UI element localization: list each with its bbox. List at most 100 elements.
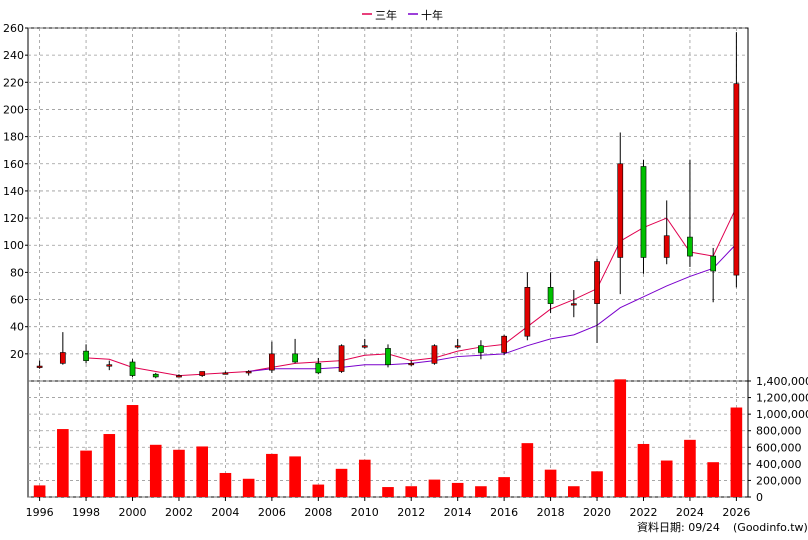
x-tick-label: 2000 (119, 506, 147, 519)
price-y-tick-label: 220 (3, 76, 24, 89)
candle-2010 (361, 338, 368, 349)
price-y-tick-label: 180 (3, 131, 24, 144)
source-label: (Goodinfo.tw) (733, 521, 808, 534)
volume-bar-1996 (33, 485, 46, 497)
volume-bar-2023 (660, 460, 673, 497)
candle-body (431, 345, 438, 364)
volume-bar-2018 (544, 469, 557, 497)
volume-bar-2005 (242, 478, 255, 497)
candle-body (524, 287, 531, 337)
legend-label-十年: 十年 (421, 8, 443, 22)
candle-2015 (478, 340, 484, 360)
candle-2022 (640, 159, 647, 274)
legend: 三年 十年 (362, 8, 443, 22)
volume-bar-2004 (219, 472, 232, 497)
x-tick-label: 2014 (444, 506, 472, 519)
candle-body (733, 83, 740, 276)
legend-label-三年: 三年 (375, 8, 397, 22)
volume-y-tick-label: 800,000 (756, 425, 802, 438)
candle-body (617, 163, 624, 258)
price-y-tick-label: 120 (3, 212, 24, 225)
candle-body (83, 350, 89, 361)
candle-body (269, 353, 275, 371)
candle-body (385, 348, 391, 366)
volume-panel: 0 200,000 400,000 600,000 800,000 1,000,000 1,… (27, 375, 808, 504)
candle-body (59, 352, 66, 364)
candle-2012 (408, 360, 415, 367)
volume-bar-2000 (126, 405, 139, 497)
volume-bar-2007 (289, 456, 301, 497)
data-date-label: 資料日期: 09/24 (637, 520, 720, 534)
candle-2019 (570, 290, 577, 318)
candle-2001 (152, 372, 159, 379)
candle-body (361, 345, 368, 348)
candle-2004 (222, 371, 229, 375)
candle-body (570, 303, 577, 306)
candle-1998 (83, 344, 89, 364)
x-tick-label: 2020 (583, 506, 611, 519)
volume-y-tick-label: 1,400,000 (756, 375, 808, 388)
price-y-tick-label: 40 (10, 321, 24, 334)
volume-bar-2016 (498, 477, 510, 497)
price-y-tick-label: 260 (3, 22, 24, 35)
candle-2024 (687, 159, 693, 267)
candle-body (338, 345, 345, 372)
x-tick-label: 2010 (351, 506, 379, 519)
candle-body (36, 365, 43, 368)
candle-1997 (59, 332, 66, 365)
volume-bar-2022 (637, 443, 650, 497)
candle-2013 (431, 344, 438, 365)
volume-bar-2009 (335, 468, 348, 497)
volume-bar-2025 (707, 462, 719, 497)
candle-body (176, 375, 182, 378)
candle-2009 (338, 344, 345, 373)
candle-2025 (710, 247, 717, 303)
volume-bar-2024 (684, 439, 696, 497)
candle-body (640, 166, 647, 258)
volume-bar-1999 (103, 434, 116, 497)
candle-2008 (315, 357, 322, 375)
x-tick-label: 1998 (72, 506, 100, 519)
candle-2014 (454, 338, 461, 349)
x-tick-label: 2026 (722, 506, 750, 519)
candle-body (687, 236, 693, 257)
x-tick-label: 2018 (537, 506, 565, 519)
volume-bar-2017 (521, 443, 534, 497)
candle-2003 (199, 371, 206, 377)
ma-line-十年 (248, 243, 737, 372)
x-tick-label: 2022 (629, 506, 657, 519)
candle-2021 (617, 132, 624, 295)
candle-body (245, 371, 252, 374)
candle-body (478, 345, 484, 353)
volume-bar-2015 (475, 486, 487, 497)
volume-bar-2011 (382, 487, 394, 497)
price-y-tick-label: 60 (10, 294, 24, 307)
price-panel-frame (27, 27, 749, 382)
candle-1996 (36, 360, 43, 369)
x-tick-label: 2012 (397, 506, 425, 519)
volume-bar-2002 (173, 449, 185, 497)
price-y-tick-label: 200 (3, 103, 24, 116)
volume-bar-2014 (451, 482, 464, 497)
volume-bar-1997 (57, 429, 69, 497)
candle-body (594, 261, 600, 304)
candle-2005 (245, 370, 252, 376)
candle-body (152, 373, 159, 378)
volume-bar-2008 (312, 484, 325, 497)
candle-1999 (106, 360, 113, 371)
candle-2007 (292, 338, 298, 364)
candle-2016 (501, 334, 507, 356)
candle-body (501, 335, 507, 353)
x-tick-label: 2024 (676, 506, 704, 519)
candle-2020 (594, 258, 600, 343)
candle-2017 (524, 272, 531, 341)
price-panel: 20 40 60 80 100 120 140 160 180 200 220 240 260 (3, 22, 749, 382)
x-tick-label: 2002 (165, 506, 193, 519)
volume-bar-2003 (196, 446, 208, 497)
candle-body (547, 287, 554, 304)
candle-body (315, 363, 322, 374)
price-y-tick-label: 140 (3, 185, 24, 198)
volume-y-tick-label: 0 (756, 491, 763, 504)
volume-bar-1998 (80, 450, 92, 497)
